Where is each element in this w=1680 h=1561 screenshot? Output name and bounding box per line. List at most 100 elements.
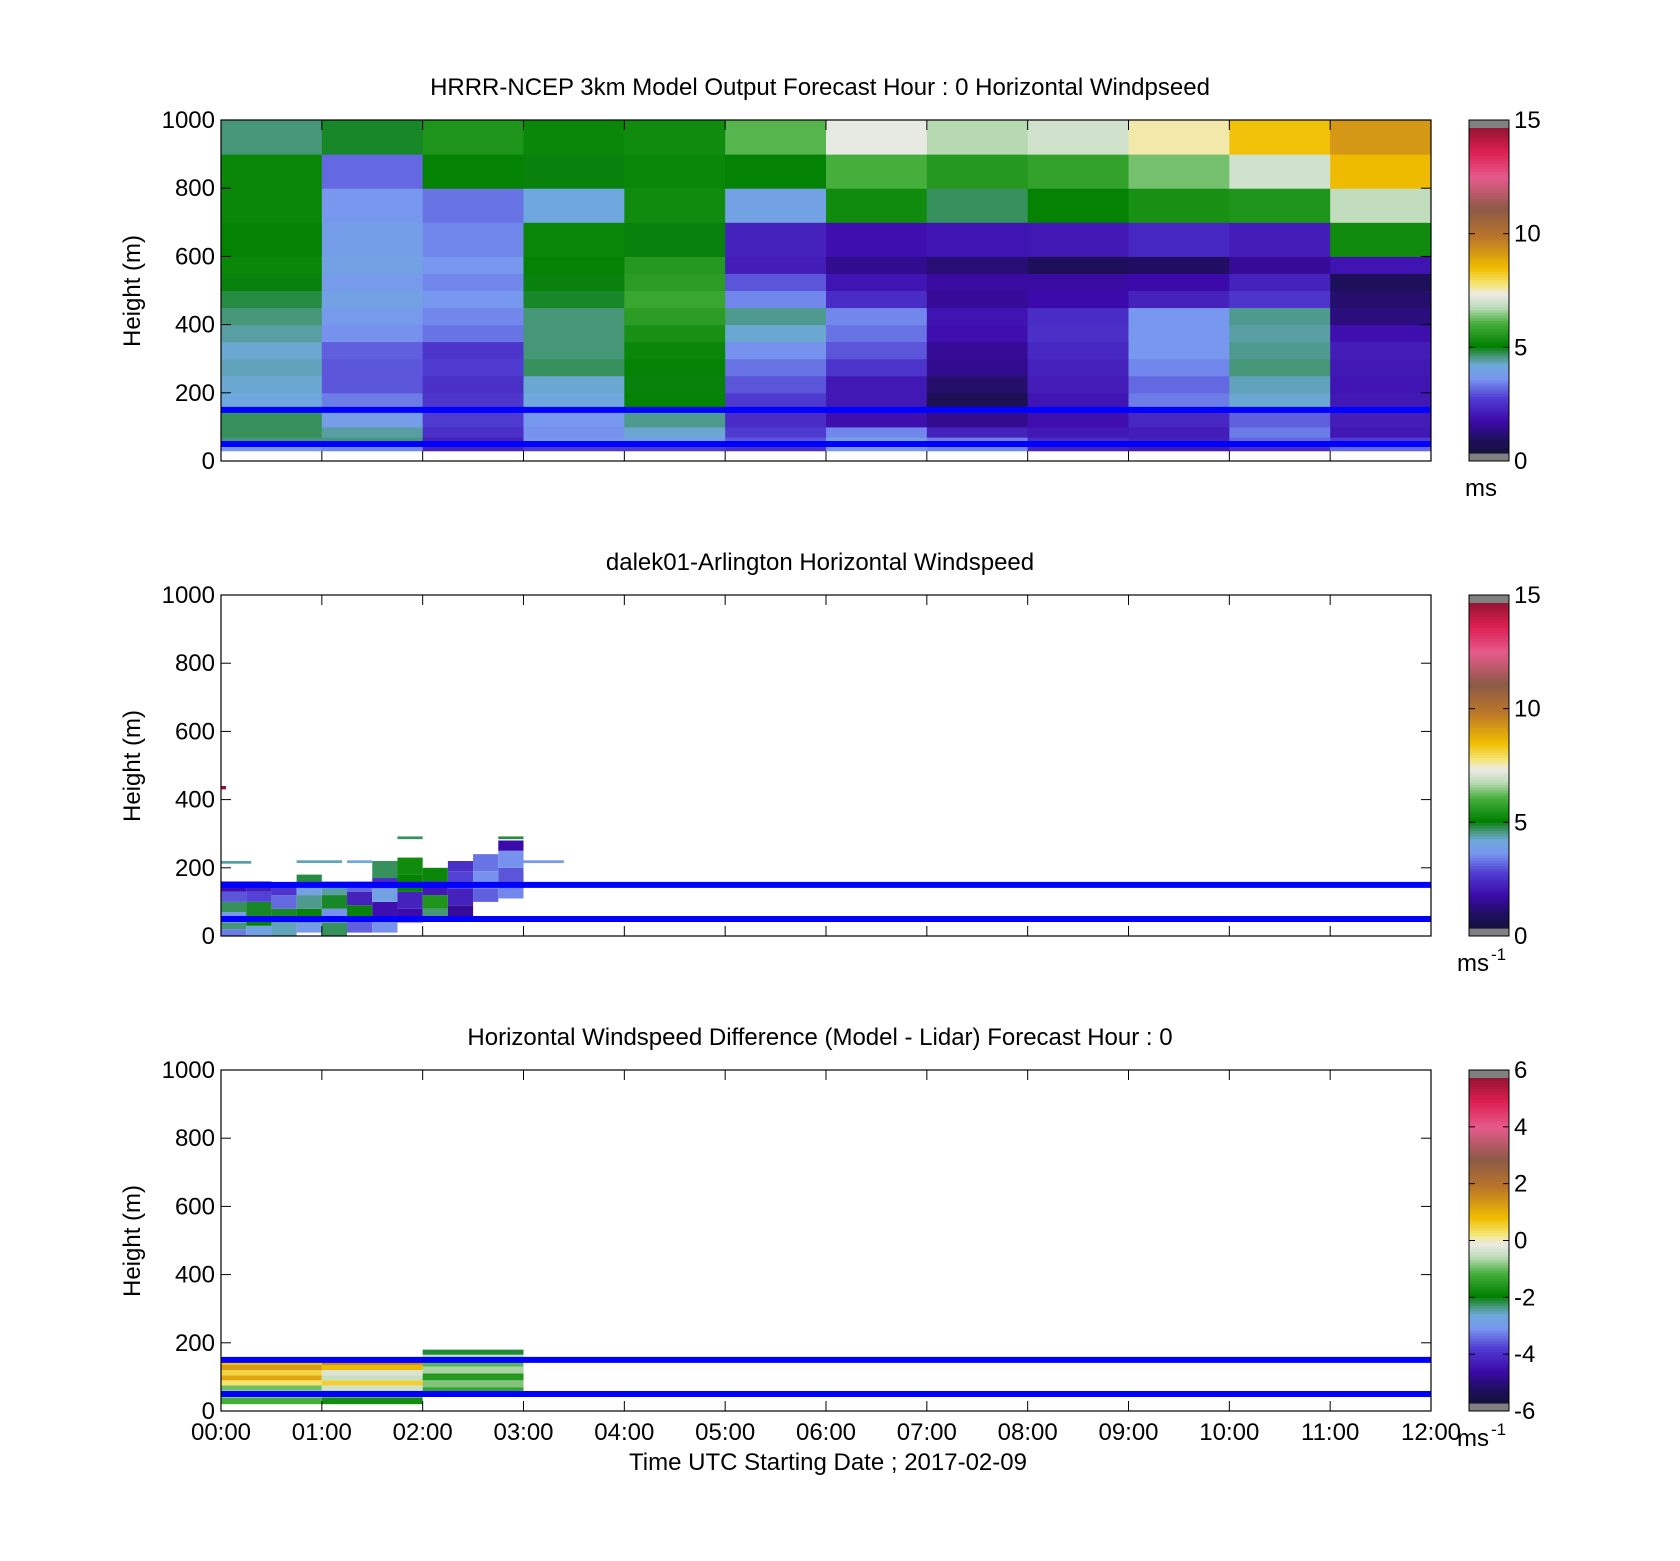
heatmap-cell: [347, 891, 373, 906]
colorbar-step: [1469, 638, 1509, 642]
heatmap-cell: [1027, 256, 1129, 274]
heatmap-cell: [221, 358, 323, 377]
heatmap-cell: [498, 840, 524, 851]
y-tick-label: 800: [175, 1125, 215, 1152]
colorbar-step: [1469, 1378, 1509, 1382]
colorbar-unit: ms: [1457, 1425, 1489, 1452]
colorbar-tick-label: 0: [1514, 1228, 1527, 1255]
heatmap-cell: [826, 154, 928, 189]
colorbar-step: [1469, 155, 1509, 159]
heatmap-cell: [422, 1373, 524, 1381]
colorbar-step: [1469, 825, 1509, 829]
heatmap-cell: [826, 273, 928, 291]
colorbar-step: [1469, 635, 1509, 639]
colorbar-frame: [1468, 594, 1510, 937]
heatmap-cell: [221, 1397, 322, 1405]
x-tick-label: 11:00: [1301, 1419, 1359, 1446]
colorbar-step: [1469, 814, 1509, 818]
heatmap-cell: [926, 120, 1029, 155]
colorbar-step: [1469, 374, 1509, 378]
colorbar-step: [1469, 1102, 1509, 1106]
colorbar-tick-label: 0: [1514, 448, 1527, 475]
colorbar-step: [1469, 784, 1509, 788]
heatmap-cell: [422, 273, 524, 291]
colorbar-tick-label: -4: [1514, 1341, 1535, 1368]
colorbar-step: [1469, 819, 1509, 823]
colorbar-step: [1469, 1167, 1509, 1171]
heatmap-cell: [447, 905, 474, 919]
colorbar-step: [1469, 651, 1509, 656]
colorbar-step: [1469, 1140, 1509, 1144]
colorbar-step: [1469, 141, 1509, 145]
colorbar-step: [1469, 347, 1509, 351]
colorbar-step: [1469, 1132, 1509, 1136]
colorbar-step: [1469, 1191, 1509, 1196]
colorbar-step: [1469, 130, 1509, 135]
colorbar-step: [1469, 1170, 1509, 1174]
colorbar-step: [1469, 333, 1509, 338]
colorbar-step: [1469, 630, 1509, 634]
colorbar-step: [1469, 1270, 1509, 1274]
colorbar-step: [1469, 1180, 1509, 1185]
heatmap-cell: [246, 891, 272, 902]
colorbar-step: [1469, 770, 1509, 775]
heatmap-cell: [1229, 341, 1331, 360]
x-tick-label: 04:00: [594, 1419, 654, 1446]
heatmap-cell: [1128, 443, 1230, 452]
heatmap-cell: [926, 443, 1029, 452]
heatmap-cell: [1027, 443, 1129, 452]
heatmap-cell: [1330, 358, 1432, 377]
heatmap-cell: [1128, 290, 1230, 309]
colorbar-step: [1469, 1189, 1509, 1193]
colorbar-step: [1469, 258, 1509, 262]
colorbar-tick-label: 10: [1514, 696, 1541, 723]
heatmap-cell: [926, 222, 1029, 257]
heatmap-cell: [826, 307, 928, 326]
colorbar-step: [1469, 255, 1509, 259]
colorbar-step: [1469, 1283, 1509, 1288]
colorbar-step: [1469, 1338, 1509, 1342]
heatmap-cell: [826, 222, 928, 257]
heatmap-cell: [271, 922, 297, 936]
y-tick-label: 400: [175, 312, 215, 339]
colorbar-step: [1469, 714, 1509, 718]
colorbar-step: [1469, 1205, 1509, 1209]
heatmap-cell: [926, 307, 1029, 326]
y-ticks: 0 200 400 600 800 1000: [162, 107, 1431, 475]
heatmap-cell: [422, 1387, 524, 1394]
colorbar-step: [1469, 703, 1509, 707]
heatmap-cell: [826, 443, 928, 452]
colorbar-step: [1469, 816, 1509, 821]
y-tick-label: 800: [175, 650, 215, 677]
colorbar-step: [1469, 1229, 1509, 1233]
colorbar-step: [1469, 1088, 1509, 1093]
heatmap-cell: [523, 307, 625, 326]
heatmap-cell: [523, 443, 625, 452]
colorbar-step: [1469, 287, 1509, 292]
colorbar-step: [1469, 1248, 1509, 1252]
colorbar-step: [1469, 684, 1509, 688]
colorbar-step: [1469, 1291, 1509, 1296]
colorbar-step: [1469, 379, 1509, 384]
heatmap-cell: [221, 307, 323, 326]
colorbar-step: [1469, 1134, 1509, 1139]
colorbar-step: [1469, 681, 1509, 685]
heatmap-cell: [926, 375, 1029, 394]
heatmap-cell: [826, 409, 928, 428]
colorbar-unit-exponent: -1: [1491, 1420, 1506, 1439]
colorbar-step: [1469, 1096, 1509, 1101]
y-tick-label: 800: [175, 175, 215, 202]
colorbar-step: [1469, 1332, 1509, 1336]
heatmap-cell: [221, 1375, 322, 1381]
colorbar-step: [1469, 743, 1509, 748]
colorbar-step: [1469, 1362, 1509, 1366]
colorbar-step: [1469, 727, 1509, 731]
heatmap-cell: [221, 1364, 322, 1371]
panel-model: HRRR-NCEP 3km Model Output Forecast Hour…: [119, 74, 1541, 502]
colorbar-step: [1469, 719, 1509, 723]
heatmap-cell: [321, 1364, 423, 1371]
heatmap-cell: [725, 324, 827, 343]
heatmap-cell: [221, 785, 227, 790]
colorbar-step: [1469, 705, 1509, 710]
colorbar-step: [1469, 1394, 1509, 1399]
